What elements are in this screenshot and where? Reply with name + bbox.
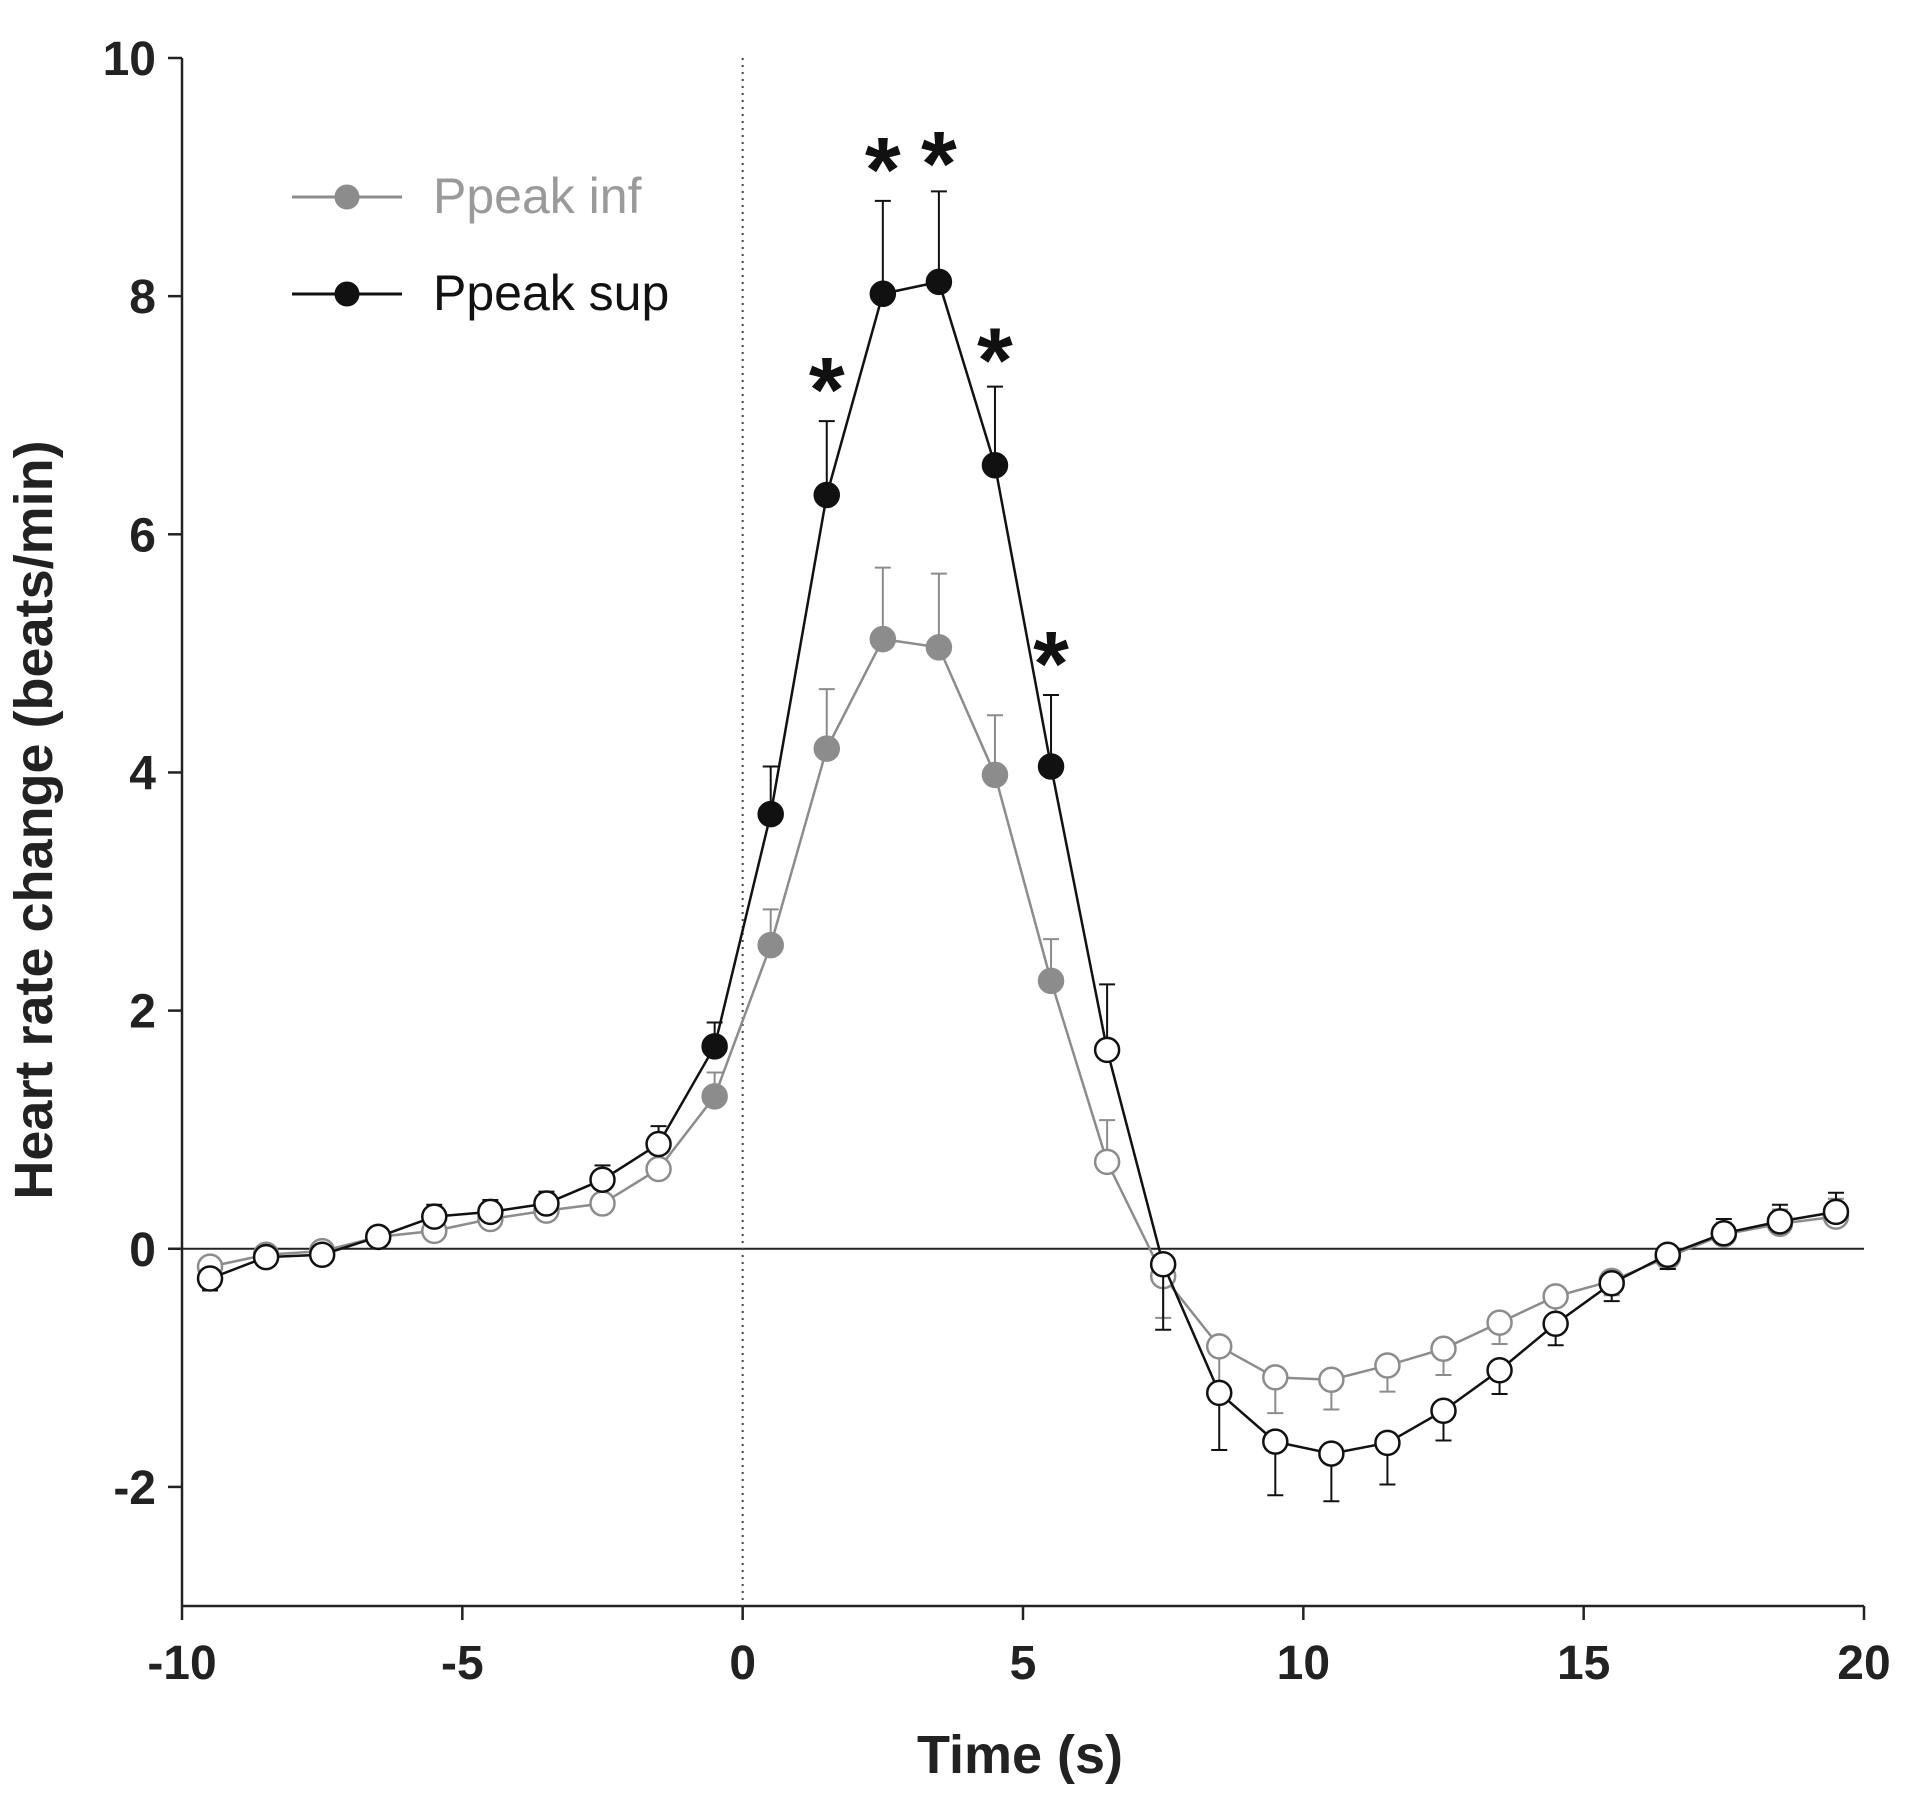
legend-swatch-marker-ppeak-inf: [334, 184, 360, 210]
data-point: [533, 1190, 560, 1217]
series-line-ppeak_inf: [209, 637, 1837, 1382]
data-point: [1318, 1440, 1345, 1467]
data-point: [1486, 1309, 1513, 1336]
data-point: [701, 1083, 728, 1110]
data-point: [925, 268, 953, 296]
legend-label-ppeak-sup: Ppeak sup: [433, 265, 669, 321]
data-point: [869, 625, 897, 653]
significance-marker: *: [865, 119, 901, 221]
x-tick-label: -5: [441, 1637, 484, 1690]
series-line-ppeak_sup: [209, 280, 1837, 1455]
y-tick-label: 4: [129, 747, 156, 800]
data-point: [252, 1243, 280, 1271]
data-point: [1037, 753, 1065, 780]
legend-entry-ppeak-inf: Ppeak inf: [292, 168, 642, 224]
x-tick-label: 10: [1277, 1637, 1330, 1690]
y-tick-label: 10: [103, 33, 156, 86]
data-point: [1037, 967, 1065, 995]
data-point: [1262, 1364, 1289, 1391]
y-tick-label: 0: [129, 1224, 156, 1277]
data-point: [1149, 1250, 1177, 1278]
data-point: [1262, 1428, 1289, 1455]
data-point: [813, 481, 841, 509]
data-point: [1542, 1283, 1569, 1310]
y-tick-label: 2: [129, 986, 156, 1039]
data-point: [589, 1166, 616, 1193]
data-point: [645, 1130, 672, 1158]
data-point: [1374, 1352, 1401, 1379]
data-point: [1430, 1397, 1457, 1424]
data-point: [645, 1155, 672, 1183]
legend-swatch-marker-ppeak-sup: [334, 281, 360, 307]
data-point: [308, 1241, 336, 1268]
data-point: [869, 280, 897, 308]
significance-marker: *: [809, 340, 845, 442]
y-axis-title: Heart rate change (beats/min): [4, 440, 64, 1199]
data-point: [813, 735, 841, 762]
data-point: [1542, 1310, 1569, 1338]
data-point: [1374, 1429, 1401, 1457]
data-point: [1822, 1198, 1850, 1226]
data-point: [364, 1223, 392, 1251]
data-point: [1766, 1208, 1794, 1235]
y-tick-label: -2: [113, 1462, 156, 1515]
data-point: [1318, 1366, 1345, 1394]
data-point: [1430, 1335, 1457, 1363]
data-point: [1654, 1241, 1682, 1268]
data-point: [196, 1265, 224, 1292]
data-point: [1093, 1148, 1121, 1176]
data-point: [1598, 1270, 1625, 1297]
series-ppeak_sup: [196, 190, 1850, 1503]
data-point: [981, 451, 1009, 479]
data-point: [1205, 1333, 1233, 1360]
data-point: [421, 1203, 448, 1230]
data-point: [925, 634, 953, 661]
data-point: [1205, 1379, 1233, 1407]
data-point: [1486, 1356, 1513, 1384]
data-point: [757, 931, 784, 959]
x-tick-label: 5: [1010, 1637, 1037, 1690]
x-tick-label: -10: [147, 1637, 216, 1690]
legend-label-ppeak-inf: Ppeak inf: [433, 168, 642, 224]
data-point: [1710, 1220, 1738, 1247]
data-point: [757, 800, 784, 828]
significance-marker: *: [1033, 613, 1069, 715]
data-point: [589, 1190, 616, 1217]
x-tick-label: 20: [1837, 1637, 1890, 1690]
x-axis-title: Time (s): [917, 1725, 1123, 1785]
data-point: [1093, 1036, 1121, 1064]
data-point: [981, 761, 1009, 789]
legend-entry-ppeak-sup: Ppeak sup: [292, 265, 669, 321]
x-tick-label: 15: [1557, 1637, 1610, 1690]
significance-marker: *: [977, 310, 1013, 412]
legend: Ppeak inf Ppeak sup: [292, 168, 669, 321]
data-point: [701, 1033, 728, 1060]
significance-marker: *: [921, 113, 957, 215]
x-tick-label: 0: [729, 1637, 756, 1690]
data-point: [477, 1198, 504, 1226]
y-tick-label: 6: [129, 509, 156, 562]
y-tick-label: 8: [129, 271, 156, 324]
